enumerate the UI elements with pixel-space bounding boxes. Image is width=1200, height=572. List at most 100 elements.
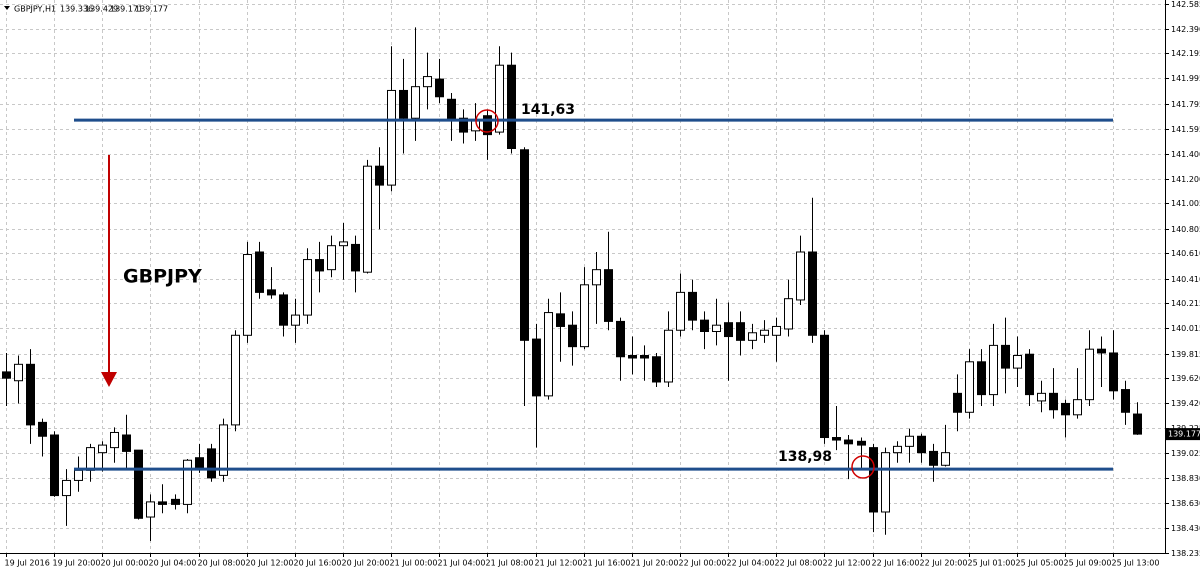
y-tick-label: 142.585 <box>1171 0 1200 9</box>
candle-body <box>495 64 504 133</box>
y-tick-label: 141.005 <box>1171 199 1200 208</box>
plot <box>2 27 1142 542</box>
x-tick-label: 20 Jul 12:00 <box>246 559 294 568</box>
candle-body <box>820 334 829 439</box>
candle-body <box>676 291 685 331</box>
candle-body <box>207 448 216 479</box>
candle-body <box>568 324 577 348</box>
candle-body <box>953 392 962 413</box>
x-tick-label: 20 Jul 04:00 <box>149 559 197 568</box>
candle-body <box>929 450 938 466</box>
candle-body <box>158 501 167 505</box>
x-tick-label: 21 Jul 00:00 <box>390 559 438 568</box>
candle-body <box>14 363 23 382</box>
candle-body <box>580 284 589 348</box>
candle-body <box>507 64 516 150</box>
candle-body <box>1097 348 1106 354</box>
candle-body <box>893 445 902 454</box>
candle-body <box>38 421 47 437</box>
candle-body <box>122 434 131 452</box>
candle-body <box>98 444 107 454</box>
candle-body <box>688 291 697 321</box>
candle-body <box>459 117 468 133</box>
candle-body <box>267 289 276 296</box>
candle-body <box>1109 352 1118 392</box>
y-tick-label: 142.390 <box>1171 25 1200 34</box>
candle-body <box>315 259 324 272</box>
candle-body <box>423 76 432 88</box>
candle-body <box>387 89 396 186</box>
candle-body <box>652 356 661 383</box>
candle-body <box>327 245 336 271</box>
candle-body <box>1073 399 1082 416</box>
candle-body <box>556 313 565 327</box>
price-tag <box>1166 428 1200 441</box>
x-tick-label: 19 Jul 2016 <box>5 559 50 568</box>
highlight-circle <box>851 455 875 479</box>
candle-body <box>62 479 71 497</box>
x-tick-label: 21 Jul 08:00 <box>486 559 534 568</box>
x-tick-label: 21 Jul 12:00 <box>535 559 583 568</box>
candle-body <box>869 447 878 513</box>
y-tick-label: 140.610 <box>1171 249 1200 258</box>
candle-body <box>784 298 793 330</box>
menu-triangle <box>4 6 10 10</box>
candle-body <box>917 435 926 454</box>
candle-body <box>171 498 180 505</box>
candle-body <box>243 254 252 336</box>
candle-body <box>1121 389 1130 413</box>
x-tick-label: 22 Jul 04:00 <box>727 559 775 568</box>
y-tick-label: 141.595 <box>1171 125 1200 134</box>
candle-body <box>375 165 384 186</box>
symbol: GBPJPY,H1 <box>14 5 56 14</box>
x-tick-label: 22 Jul 08:00 <box>775 559 823 568</box>
price-tag-label: 139.177 <box>1168 430 1200 439</box>
candle-body <box>640 354 649 359</box>
y-tick-label: 140.015 <box>1171 324 1200 333</box>
candle-body <box>592 269 601 286</box>
candle-body <box>989 344 998 396</box>
header-open: 139.336 <box>60 5 93 14</box>
x-tick-label: 25 Jul 13:00 <box>1112 559 1160 568</box>
header-high: 139.429 <box>85 5 118 14</box>
candle-body <box>411 86 420 119</box>
candle-body <box>881 452 890 513</box>
x-tick-label: 21 Jul 20:00 <box>631 559 679 568</box>
x-tick-label: 25 Jul 09:00 <box>1064 559 1112 568</box>
candle-body <box>857 440 866 446</box>
candle-body <box>616 320 625 358</box>
candle-body <box>351 243 360 272</box>
header: GBPJPY,H1 139.336 139.429 139.171 139.17… <box>14 5 168 14</box>
candle-body <box>291 314 300 326</box>
x-tick-label: 22 Jul 00:00 <box>679 559 727 568</box>
candle-body <box>808 251 817 336</box>
y-tick-label: 139.815 <box>1171 350 1200 359</box>
candle-body <box>1037 392 1046 402</box>
candle-body <box>86 447 95 471</box>
candle-body <box>664 329 673 383</box>
candle-body <box>219 424 228 476</box>
candle-body <box>303 259 312 316</box>
candle-body <box>26 363 35 426</box>
header-low: 139.171 <box>110 5 143 14</box>
x-tick-label: 21 Jul 04:00 <box>438 559 486 568</box>
candle-body <box>1013 354 1022 369</box>
x-tick-label: 19 Jul 20:00 <box>53 559 101 568</box>
candle-body <box>772 325 781 336</box>
candle-body <box>965 361 974 413</box>
x-tick-label: 20 Jul 08:00 <box>198 559 246 568</box>
candle-body <box>255 251 264 293</box>
candle-body <box>832 437 841 441</box>
y-tick-label: 141.995 <box>1171 74 1200 83</box>
y-tick-label: 138.830 <box>1171 474 1200 483</box>
candle-body <box>736 322 745 341</box>
candle-body <box>977 361 986 396</box>
candle-body <box>905 435 914 447</box>
candle-body <box>712 324 721 333</box>
y-tick-label: 139.620 <box>1171 374 1200 383</box>
candle-body <box>1001 344 1010 369</box>
candle-body <box>279 294 288 326</box>
candle-body <box>532 338 541 397</box>
arrow-head <box>101 372 117 387</box>
